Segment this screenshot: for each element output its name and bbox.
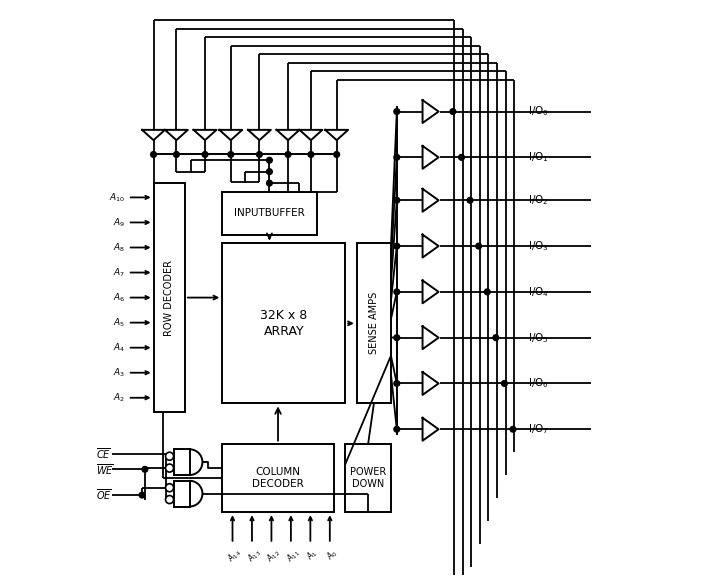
Bar	[173, 481, 190, 506]
Text: I/O$_{7}$: I/O$_{7}$	[529, 423, 549, 436]
Text: I/O$_{3}$: I/O$_{3}$	[529, 239, 550, 253]
Circle shape	[394, 109, 399, 114]
Bar	[223, 192, 317, 235]
Text: $A_{\rm 9}$: $A_{\rm 9}$	[112, 216, 125, 229]
Circle shape	[476, 243, 482, 249]
Circle shape	[173, 151, 179, 157]
Circle shape	[166, 484, 173, 492]
Text: $A_{\rm 5}$: $A_{\rm 5}$	[113, 316, 125, 329]
Text: I/O$_{1}$: I/O$_{1}$	[529, 150, 549, 164]
Circle shape	[267, 169, 272, 175]
Text: 32K x 8
ARRAY: 32K x 8 ARRAY	[260, 309, 307, 338]
Circle shape	[484, 289, 490, 295]
Circle shape	[142, 466, 148, 472]
Circle shape	[493, 335, 498, 340]
Text: $A_{\rm 14}$: $A_{\rm 14}$	[225, 547, 244, 565]
Circle shape	[394, 289, 399, 295]
Circle shape	[510, 427, 516, 432]
Circle shape	[394, 198, 399, 203]
Circle shape	[450, 109, 456, 114]
Text: $A_{\rm 0}$: $A_{\rm 0}$	[324, 547, 340, 563]
Text: $A_{\rm 12}$: $A_{\rm 12}$	[265, 547, 283, 565]
Circle shape	[394, 154, 399, 160]
Circle shape	[394, 427, 399, 432]
Circle shape	[394, 380, 399, 386]
Bar	[223, 443, 334, 512]
Circle shape	[458, 154, 464, 160]
Text: $\overline{OE}$: $\overline{OE}$	[96, 488, 112, 502]
Bar	[357, 243, 391, 403]
Text: COLUMN
DECODER: COLUMN DECODER	[252, 466, 304, 489]
Bar	[173, 449, 190, 475]
Circle shape	[151, 151, 157, 157]
Text: POWER
DOWN: POWER DOWN	[350, 466, 386, 489]
Circle shape	[285, 151, 291, 157]
Circle shape	[334, 151, 340, 157]
Circle shape	[202, 151, 208, 157]
Text: $A_{\rm 11}$: $A_{\rm 11}$	[284, 547, 303, 565]
Circle shape	[228, 151, 234, 157]
Circle shape	[166, 452, 173, 460]
Text: I/O$_{0}$: I/O$_{0}$	[529, 105, 550, 118]
Circle shape	[166, 464, 173, 472]
Text: $A_{\rm 6}$: $A_{\rm 6}$	[112, 291, 125, 304]
Text: $\overline{WE}$: $\overline{WE}$	[96, 462, 114, 477]
Circle shape	[139, 492, 145, 498]
Text: $A_{\rm 7}$: $A_{\rm 7}$	[113, 266, 125, 279]
Text: $\overline{CE}$: $\overline{CE}$	[96, 446, 111, 461]
Text: $A_{\rm 8}$: $A_{\rm 8}$	[113, 241, 125, 254]
Circle shape	[468, 198, 473, 203]
Bar	[345, 443, 391, 512]
Circle shape	[308, 151, 314, 157]
Text: $A_{\rm 2}$: $A_{\rm 2}$	[113, 391, 125, 404]
Circle shape	[166, 495, 173, 503]
Circle shape	[394, 243, 399, 249]
Text: $A_{\rm 13}$: $A_{\rm 13}$	[245, 547, 264, 565]
Text: SENSE AMPS: SENSE AMPS	[369, 292, 379, 354]
Text: I/O$_{2}$: I/O$_{2}$	[529, 194, 549, 207]
Text: $A_{\rm 3}$: $A_{\rm 3}$	[113, 366, 125, 379]
Text: ROW DECODER: ROW DECODER	[164, 260, 174, 336]
Text: I/O$_{5}$: I/O$_{5}$	[529, 331, 549, 344]
Text: $A_{\rm 10}$: $A_{\rm 10}$	[109, 191, 125, 203]
Text: $A_{\rm 1}$: $A_{\rm 1}$	[305, 547, 321, 563]
Bar	[223, 243, 345, 403]
Bar	[154, 183, 185, 412]
Text: I/O$_{4}$: I/O$_{4}$	[529, 285, 550, 299]
Circle shape	[267, 157, 272, 163]
Circle shape	[501, 380, 508, 386]
Circle shape	[256, 151, 263, 157]
Text: I/O$_{6}$: I/O$_{6}$	[529, 376, 550, 390]
Circle shape	[267, 180, 272, 186]
Text: $A_{\rm 4}$: $A_{\rm 4}$	[112, 342, 125, 354]
Circle shape	[394, 335, 399, 340]
Text: INPUTBUFFER: INPUTBUFFER	[234, 208, 305, 218]
